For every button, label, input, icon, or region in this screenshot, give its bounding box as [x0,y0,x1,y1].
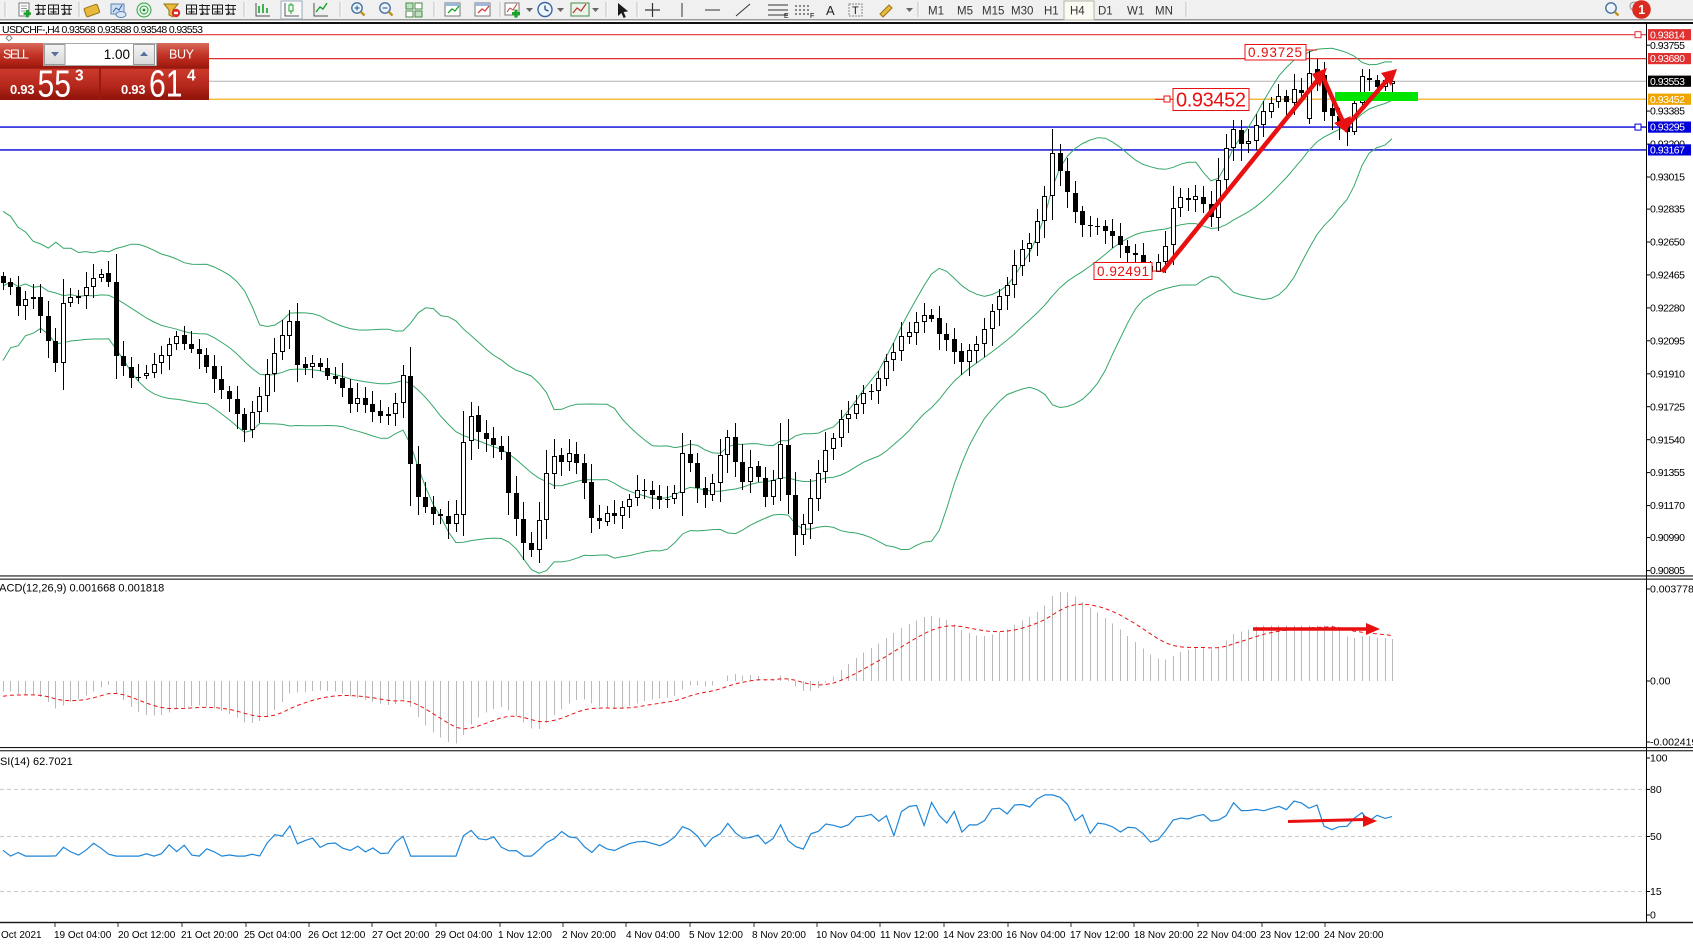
svg-text:16 Nov 04:00: 16 Nov 04:00 [1006,930,1066,941]
svg-text:T: T [852,5,859,17]
svg-text:M1: M1 [928,6,944,18]
svg-text:10 Nov 04:00: 10 Nov 04:00 [816,930,876,941]
svg-text:0.93: 0.93 [10,82,35,97]
svg-text:17 Nov 12:00: 17 Nov 12:00 [1070,930,1130,941]
svg-text:0.93385: 0.93385 [1650,106,1685,118]
svg-text:D1: D1 [1098,6,1113,18]
svg-text:H4: H4 [1070,6,1085,18]
svg-text:0.92835: 0.92835 [1650,204,1685,216]
svg-text:A: A [826,3,835,18]
svg-text:15: 15 [1650,886,1662,898]
svg-text:23 Nov 12:00: 23 Nov 12:00 [1260,930,1320,941]
svg-text:0.93167: 0.93167 [1650,145,1685,157]
svg-text:19 Oct 04:00: 19 Oct 04:00 [54,930,112,941]
svg-text:3: 3 [75,68,84,85]
svg-text:0.93814: 0.93814 [1650,29,1685,41]
svg-text:61: 61 [149,64,183,106]
svg-text:24 Nov 20:00: 24 Nov 20:00 [1324,930,1384,941]
svg-text:0.93553: 0.93553 [1650,76,1685,88]
svg-text:SELL: SELL [3,48,29,62]
svg-text:0.93755: 0.93755 [1650,40,1685,52]
svg-text:W1: W1 [1127,6,1144,18]
svg-text:0.91170: 0.91170 [1650,500,1685,512]
svg-text:M30: M30 [1011,6,1033,18]
svg-text:0.00: 0.00 [1650,676,1671,688]
svg-text:0.91725: 0.91725 [1650,401,1685,413]
svg-text:55: 55 [38,64,72,106]
svg-text:0.91540: 0.91540 [1650,434,1685,446]
svg-text:0.92280: 0.92280 [1650,303,1685,315]
svg-text:27 Oct 20:00: 27 Oct 20:00 [372,930,430,941]
svg-text:1: 1 [1638,3,1645,17]
svg-text:MN: MN [1155,6,1173,18]
svg-text:26 Oct 12:00: 26 Oct 12:00 [308,930,366,941]
svg-text:0.93680: 0.93680 [1650,53,1685,65]
svg-text:H1: H1 [1044,6,1059,18]
svg-text:0.91910: 0.91910 [1650,368,1685,380]
svg-text:14 Nov 23:00: 14 Nov 23:00 [943,930,1003,941]
svg-text:Oct 2021: Oct 2021 [1,930,42,941]
svg-text:0.91355: 0.91355 [1650,467,1685,479]
svg-text:50: 50 [1650,831,1662,843]
svg-text:BUY: BUY [169,48,195,62]
svg-text:0.90990: 0.90990 [1650,532,1685,544]
svg-text:0.92491: 0.92491 [1097,264,1149,279]
svg-text:0: 0 [1650,910,1656,922]
svg-text:21 Oct 20:00: 21 Oct 20:00 [181,930,239,941]
svg-text:18 Nov 20:00: 18 Nov 20:00 [1134,930,1194,941]
svg-text:RSI(14) 62.7021: RSI(14) 62.7021 [0,756,73,768]
svg-text:25 Oct 04:00: 25 Oct 04:00 [244,930,302,941]
svg-text:M15: M15 [982,6,1004,18]
svg-text:USDCHF-,H4 0.93568 0.93588 0.9: USDCHF-,H4 0.93568 0.93588 0.93548 0.935… [2,24,203,36]
svg-text:5 Nov 12:00: 5 Nov 12:00 [689,930,743,941]
svg-text:0.93452: 0.93452 [1650,94,1685,106]
svg-text:80: 80 [1650,784,1662,796]
svg-text:4: 4 [187,68,196,85]
svg-text:0.92650: 0.92650 [1650,237,1685,249]
svg-text:1.00: 1.00 [104,47,130,62]
svg-text:11 Nov 12:00: 11 Nov 12:00 [880,930,939,941]
svg-text:0.93: 0.93 [121,82,146,97]
svg-text:E: E [784,13,789,20]
svg-text:0.93295: 0.93295 [1650,122,1685,134]
svg-text:MACD(12,26,9) 0.001668 0.00181: MACD(12,26,9) 0.001668 0.001818 [0,583,164,595]
svg-text:4 Nov 04:00: 4 Nov 04:00 [626,930,680,941]
svg-text:0.92465: 0.92465 [1650,270,1685,282]
svg-text:0.93015: 0.93015 [1650,172,1685,184]
svg-text:0.90805: 0.90805 [1650,565,1685,577]
svg-text:F: F [810,13,814,20]
svg-text:8 Nov 20:00: 8 Nov 20:00 [752,930,806,941]
svg-text:1 Nov 12:00: 1 Nov 12:00 [498,930,552,941]
svg-text:M5: M5 [957,6,973,18]
svg-text:29 Oct 04:00: 29 Oct 04:00 [435,930,493,941]
svg-text:100: 100 [1650,753,1668,765]
svg-text:20 Oct 12:00: 20 Oct 12:00 [118,930,176,941]
svg-text:2 Nov 20:00: 2 Nov 20:00 [562,930,616,941]
svg-text:0.93452: 0.93452 [1176,90,1246,112]
svg-text:0.93725: 0.93725 [1248,45,1302,60]
svg-text:0.92095: 0.92095 [1650,335,1685,347]
svg-text:0.003778: 0.003778 [1650,584,1693,596]
svg-text:22 Nov 04:00: 22 Nov 04:00 [1197,930,1257,941]
svg-text:-0.002419: -0.002419 [1650,737,1693,749]
